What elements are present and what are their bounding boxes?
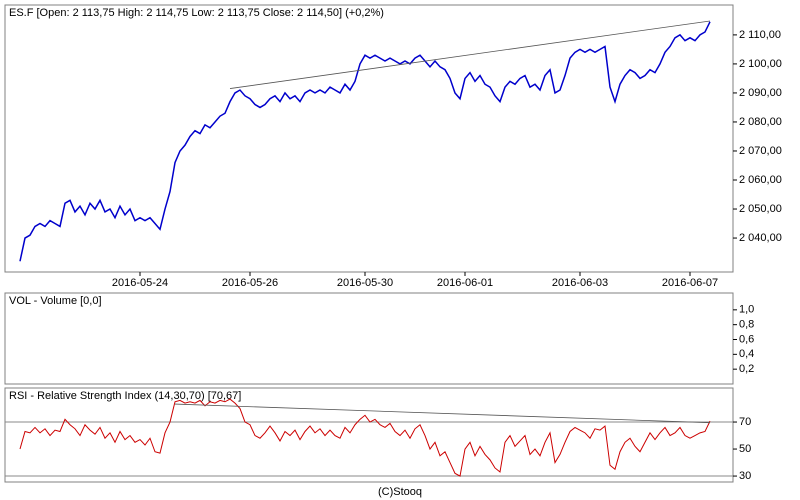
y-tick-label: 0,2 [739, 363, 754, 375]
y-tick-label: 2 070,00 [739, 145, 782, 157]
y-tick-label: 0,6 [739, 333, 754, 345]
trend-line [229, 20, 711, 89]
panel [4, 4, 734, 273]
x-tick-label: 2016-05-24 [112, 277, 168, 289]
panel [4, 292, 734, 385]
panel-title: ES.F [Open: 2 113,75 High: 2 114,75 Low:… [9, 7, 384, 19]
y-tick-label: 2 090,00 [739, 87, 782, 99]
trend-line [174, 403, 711, 424]
y-tick-label: 2 110,00 [739, 29, 781, 41]
data-line [19, 398, 711, 477]
x-tick-label: 2016-06-01 [437, 277, 493, 289]
panel-title: RSI - Relative Strength Index (14,30,70)… [9, 390, 241, 402]
x-tick-label: 2016-06-07 [662, 277, 718, 289]
x-tick-label: 2016-06-03 [552, 277, 608, 289]
x-tick-label: 2016-05-30 [337, 277, 393, 289]
data-line [19, 21, 711, 262]
panel-title: VOL - Volume [0,0] [9, 295, 102, 307]
y-tick-label: 2 050,00 [739, 203, 782, 215]
y-tick-label: 2 040,00 [739, 232, 782, 244]
y-tick-label: 2 080,00 [739, 116, 782, 128]
y-tick-label: 2 100,00 [739, 58, 782, 70]
y-tick-label: 70 [739, 416, 751, 428]
y-tick-label: 1,0 [739, 304, 754, 316]
panel [4, 387, 734, 483]
y-tick-label: 30 [739, 470, 751, 482]
y-tick-label: 0,4 [739, 348, 754, 360]
y-tick-label: 0,8 [739, 319, 754, 331]
footer: (C)Stooq [378, 486, 422, 498]
x-tick-label: 2016-05-26 [222, 277, 278, 289]
y-tick-label: 2 060,00 [739, 174, 782, 186]
y-tick-label: 50 [739, 443, 751, 455]
